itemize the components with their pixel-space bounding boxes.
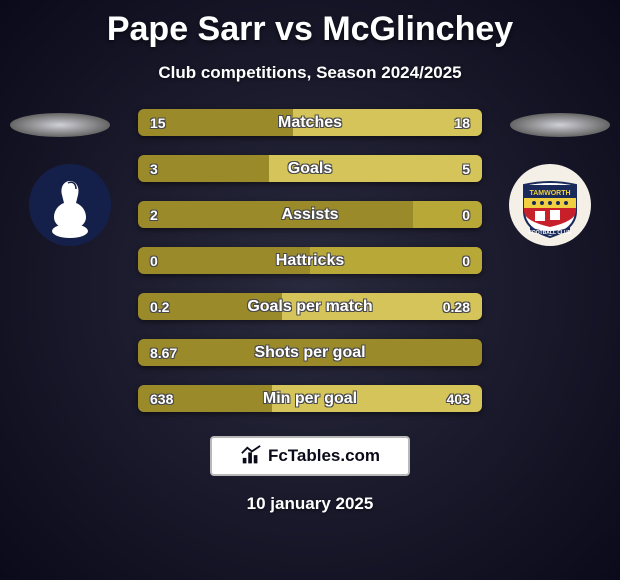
club-crest-right: TAMWORTH FOOTBALL CLUB bbox=[500, 163, 600, 247]
stat-label: Assists bbox=[282, 206, 339, 224]
stat-row: Min per goal 638 403 bbox=[138, 385, 482, 412]
stat-label: Shots per goal bbox=[254, 344, 365, 362]
stat-row: Goals 3 5 bbox=[138, 155, 482, 182]
page-title: Pape Sarr vs McGlinchey bbox=[0, 0, 620, 49]
stat-value-right: 5 bbox=[462, 161, 470, 177]
stat-row: Shots per goal 8.67 bbox=[138, 339, 482, 366]
svg-text:TAMWORTH: TAMWORTH bbox=[529, 190, 570, 197]
stat-value-right: 0.28 bbox=[443, 299, 470, 315]
svg-text:FOOTBALL CLUB: FOOTBALL CLUB bbox=[529, 230, 572, 236]
stat-row: Hattricks 0 0 bbox=[138, 247, 482, 274]
stat-value-left: 8.67 bbox=[150, 345, 177, 361]
stat-value-right: 403 bbox=[447, 391, 470, 407]
stat-row: Matches 15 18 bbox=[138, 109, 482, 136]
stat-bars: Matches 15 18 Goals 3 5 Assists 2 0 Hattricks 0 0 Go… bbox=[138, 109, 482, 412]
bar-fill-right bbox=[413, 201, 482, 228]
chart-icon bbox=[240, 445, 262, 467]
stat-value-right: 0 bbox=[462, 207, 470, 223]
stat-value-right: 0 bbox=[462, 253, 470, 269]
club-crest-left bbox=[20, 163, 120, 247]
stat-value-left: 2 bbox=[150, 207, 158, 223]
date-text: 10 january 2025 bbox=[0, 494, 620, 514]
player-shadow-left bbox=[10, 113, 110, 137]
stat-label: Min per goal bbox=[263, 390, 357, 408]
stat-value-left: 15 bbox=[150, 115, 166, 131]
stat-label: Hattricks bbox=[276, 252, 344, 270]
subtitle: Club competitions, Season 2024/2025 bbox=[0, 63, 620, 83]
stat-label: Goals per match bbox=[247, 298, 372, 316]
stat-label: Goals bbox=[288, 160, 332, 178]
stat-value-left: 638 bbox=[150, 391, 173, 407]
tottenham-crest-icon bbox=[20, 163, 120, 247]
comparison-arena: TAMWORTH FOOTBALL CLUB Matches 15 18 Goals 3… bbox=[0, 109, 620, 412]
stat-value-left: 0.2 bbox=[150, 299, 169, 315]
bar-fill-left bbox=[138, 201, 413, 228]
stat-value-left: 0 bbox=[150, 253, 158, 269]
stat-row: Goals per match 0.2 0.28 bbox=[138, 293, 482, 320]
tamworth-crest-icon: TAMWORTH FOOTBALL CLUB bbox=[500, 163, 600, 247]
stat-label: Matches bbox=[278, 114, 342, 132]
brand-text: FcTables.com bbox=[268, 446, 380, 466]
stat-value-right: 18 bbox=[454, 115, 470, 131]
player-shadow-right bbox=[510, 113, 610, 137]
stat-value-left: 3 bbox=[150, 161, 158, 177]
brand-badge: FcTables.com bbox=[210, 436, 410, 476]
stat-row: Assists 2 0 bbox=[138, 201, 482, 228]
